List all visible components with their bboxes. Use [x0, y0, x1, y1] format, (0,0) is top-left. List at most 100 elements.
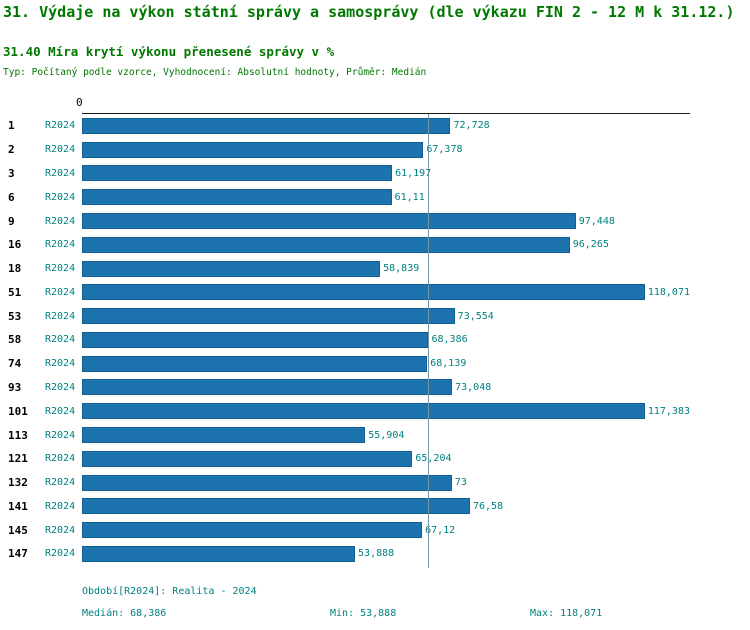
bar-track: 117,383: [82, 403, 690, 420]
bar-value-label: 58,839: [383, 263, 420, 275]
chart-row: 132 R2024 73: [0, 471, 750, 495]
min-stat: Min: 53,888: [330, 608, 397, 619]
chart-row: 121 R2024 65,204: [0, 447, 750, 471]
row-series-label: R2024: [45, 144, 76, 156]
bar-value-label: 73,048: [455, 381, 492, 393]
chart-row: 1 R2024 72,728: [0, 114, 750, 138]
chart-row: 58 R2024 68,386: [0, 328, 750, 352]
bar: [82, 474, 452, 491]
row-id: 101: [8, 404, 28, 418]
row-series-label: R2024: [45, 286, 76, 298]
bar-track: 96,265: [82, 236, 690, 253]
row-id: 113: [8, 428, 28, 442]
bar-value-label: 68,139: [430, 358, 467, 370]
bar: [82, 141, 424, 158]
chart-row: 18 R2024 58,839: [0, 257, 750, 281]
axis-zero-label: 0: [76, 96, 83, 109]
bar-value-label: 61,11: [394, 191, 425, 203]
bar-value-label: 76,58: [473, 500, 504, 512]
bar: [82, 379, 453, 396]
bar-value-label: 117,383: [647, 405, 690, 417]
report-title: 31. Výdaje na výkon státní správy a samo…: [3, 3, 735, 21]
bar: [82, 117, 451, 134]
chart-row: 51 R2024 118,071: [0, 280, 750, 304]
bar-track: 67,12: [82, 522, 690, 539]
row-id: 3: [8, 166, 15, 180]
chart-row: 141 R2024 76,58: [0, 495, 750, 519]
chart-rows: 1 R2024 72,728 2 R2024 67,378 3 R2024 61…: [0, 114, 750, 566]
bar-track: 65,204: [82, 450, 690, 467]
x-axis-line: [82, 113, 690, 114]
bar: [82, 355, 428, 372]
row-series-label: R2024: [45, 524, 76, 536]
chart-row: 16 R2024 96,265: [0, 233, 750, 257]
bar-track: 53,888: [82, 545, 690, 562]
bar: [82, 522, 423, 539]
row-series-label: R2024: [45, 263, 76, 275]
bar-track: 76,58: [82, 498, 690, 515]
chart-row: 53 R2024 73,554: [0, 304, 750, 328]
row-id: 18: [8, 262, 22, 276]
bar-track: 67,378: [82, 141, 690, 158]
bar-value-label: 96,265: [572, 239, 609, 251]
bar-value-label: 73: [454, 477, 467, 489]
bar: [82, 260, 381, 277]
bar-value-label: 65,204: [415, 453, 452, 465]
chart-footer: Období[R2024]: Realita - 2024 Medián: 68…: [0, 584, 750, 628]
row-series-label: R2024: [45, 477, 76, 489]
row-id: 141: [8, 499, 28, 513]
chart-row: 9 R2024 97,448: [0, 209, 750, 233]
bar: [82, 331, 429, 348]
bar: [82, 450, 413, 467]
indicator-meta: Typ: Počítaný podle vzorce, Vyhodnocení:…: [3, 67, 427, 78]
bar-value-label: 67,12: [425, 524, 456, 536]
median-stat: Medián: 68,386: [82, 608, 167, 619]
row-id: 147: [8, 547, 28, 561]
bar-value-label: 73,554: [457, 310, 494, 322]
bar-value-label: 97,448: [578, 215, 615, 227]
chart-row: 6 R2024 61,11: [0, 185, 750, 209]
bar: [82, 213, 576, 230]
row-id: 2: [8, 143, 15, 157]
bar: [82, 545, 356, 562]
row-series-label: R2024: [45, 215, 76, 227]
bar-track: 73,048: [82, 379, 690, 396]
row-id: 93: [8, 380, 22, 394]
bar: [82, 189, 392, 206]
row-id: 145: [8, 523, 28, 537]
bar-track: 58,839: [82, 260, 690, 277]
chart-row: 74 R2024 68,139: [0, 352, 750, 376]
chart-row: 3 R2024 61,197: [0, 162, 750, 186]
chart-row: 2 R2024 67,378: [0, 138, 750, 162]
row-series-label: R2024: [45, 239, 76, 251]
bar-track: 73,554: [82, 308, 690, 325]
bar: [82, 165, 393, 182]
bar: [82, 284, 645, 301]
row-series-label: R2024: [45, 191, 76, 203]
row-series-label: R2024: [45, 120, 76, 132]
bar-track: 73: [82, 474, 690, 491]
indicator-subtitle: 31.40 Míra krytí výkonu přenesené správy…: [3, 44, 335, 59]
bar: [82, 403, 645, 420]
row-id: 132: [8, 476, 28, 490]
row-series-label: R2024: [45, 381, 76, 393]
median-line: [428, 114, 430, 568]
bar: [82, 236, 570, 253]
bar-track: 68,386: [82, 331, 690, 348]
bar-track: 118,071: [82, 284, 690, 301]
bar-value-label: 72,728: [453, 120, 490, 132]
row-id: 51: [8, 285, 22, 299]
row-series-label: R2024: [45, 453, 76, 465]
bar-track: 61,11: [82, 189, 690, 206]
bar-value-label: 61,197: [395, 167, 432, 179]
row-id: 53: [8, 309, 22, 323]
row-id: 121: [8, 452, 28, 466]
row-id: 58: [8, 333, 22, 347]
row-series-label: R2024: [45, 548, 76, 560]
row-id: 9: [8, 214, 15, 228]
bar-value-label: 55,904: [368, 429, 405, 441]
row-id: 6: [8, 190, 15, 204]
bar-value-label: 118,071: [647, 286, 690, 298]
row-series-label: R2024: [45, 310, 76, 322]
